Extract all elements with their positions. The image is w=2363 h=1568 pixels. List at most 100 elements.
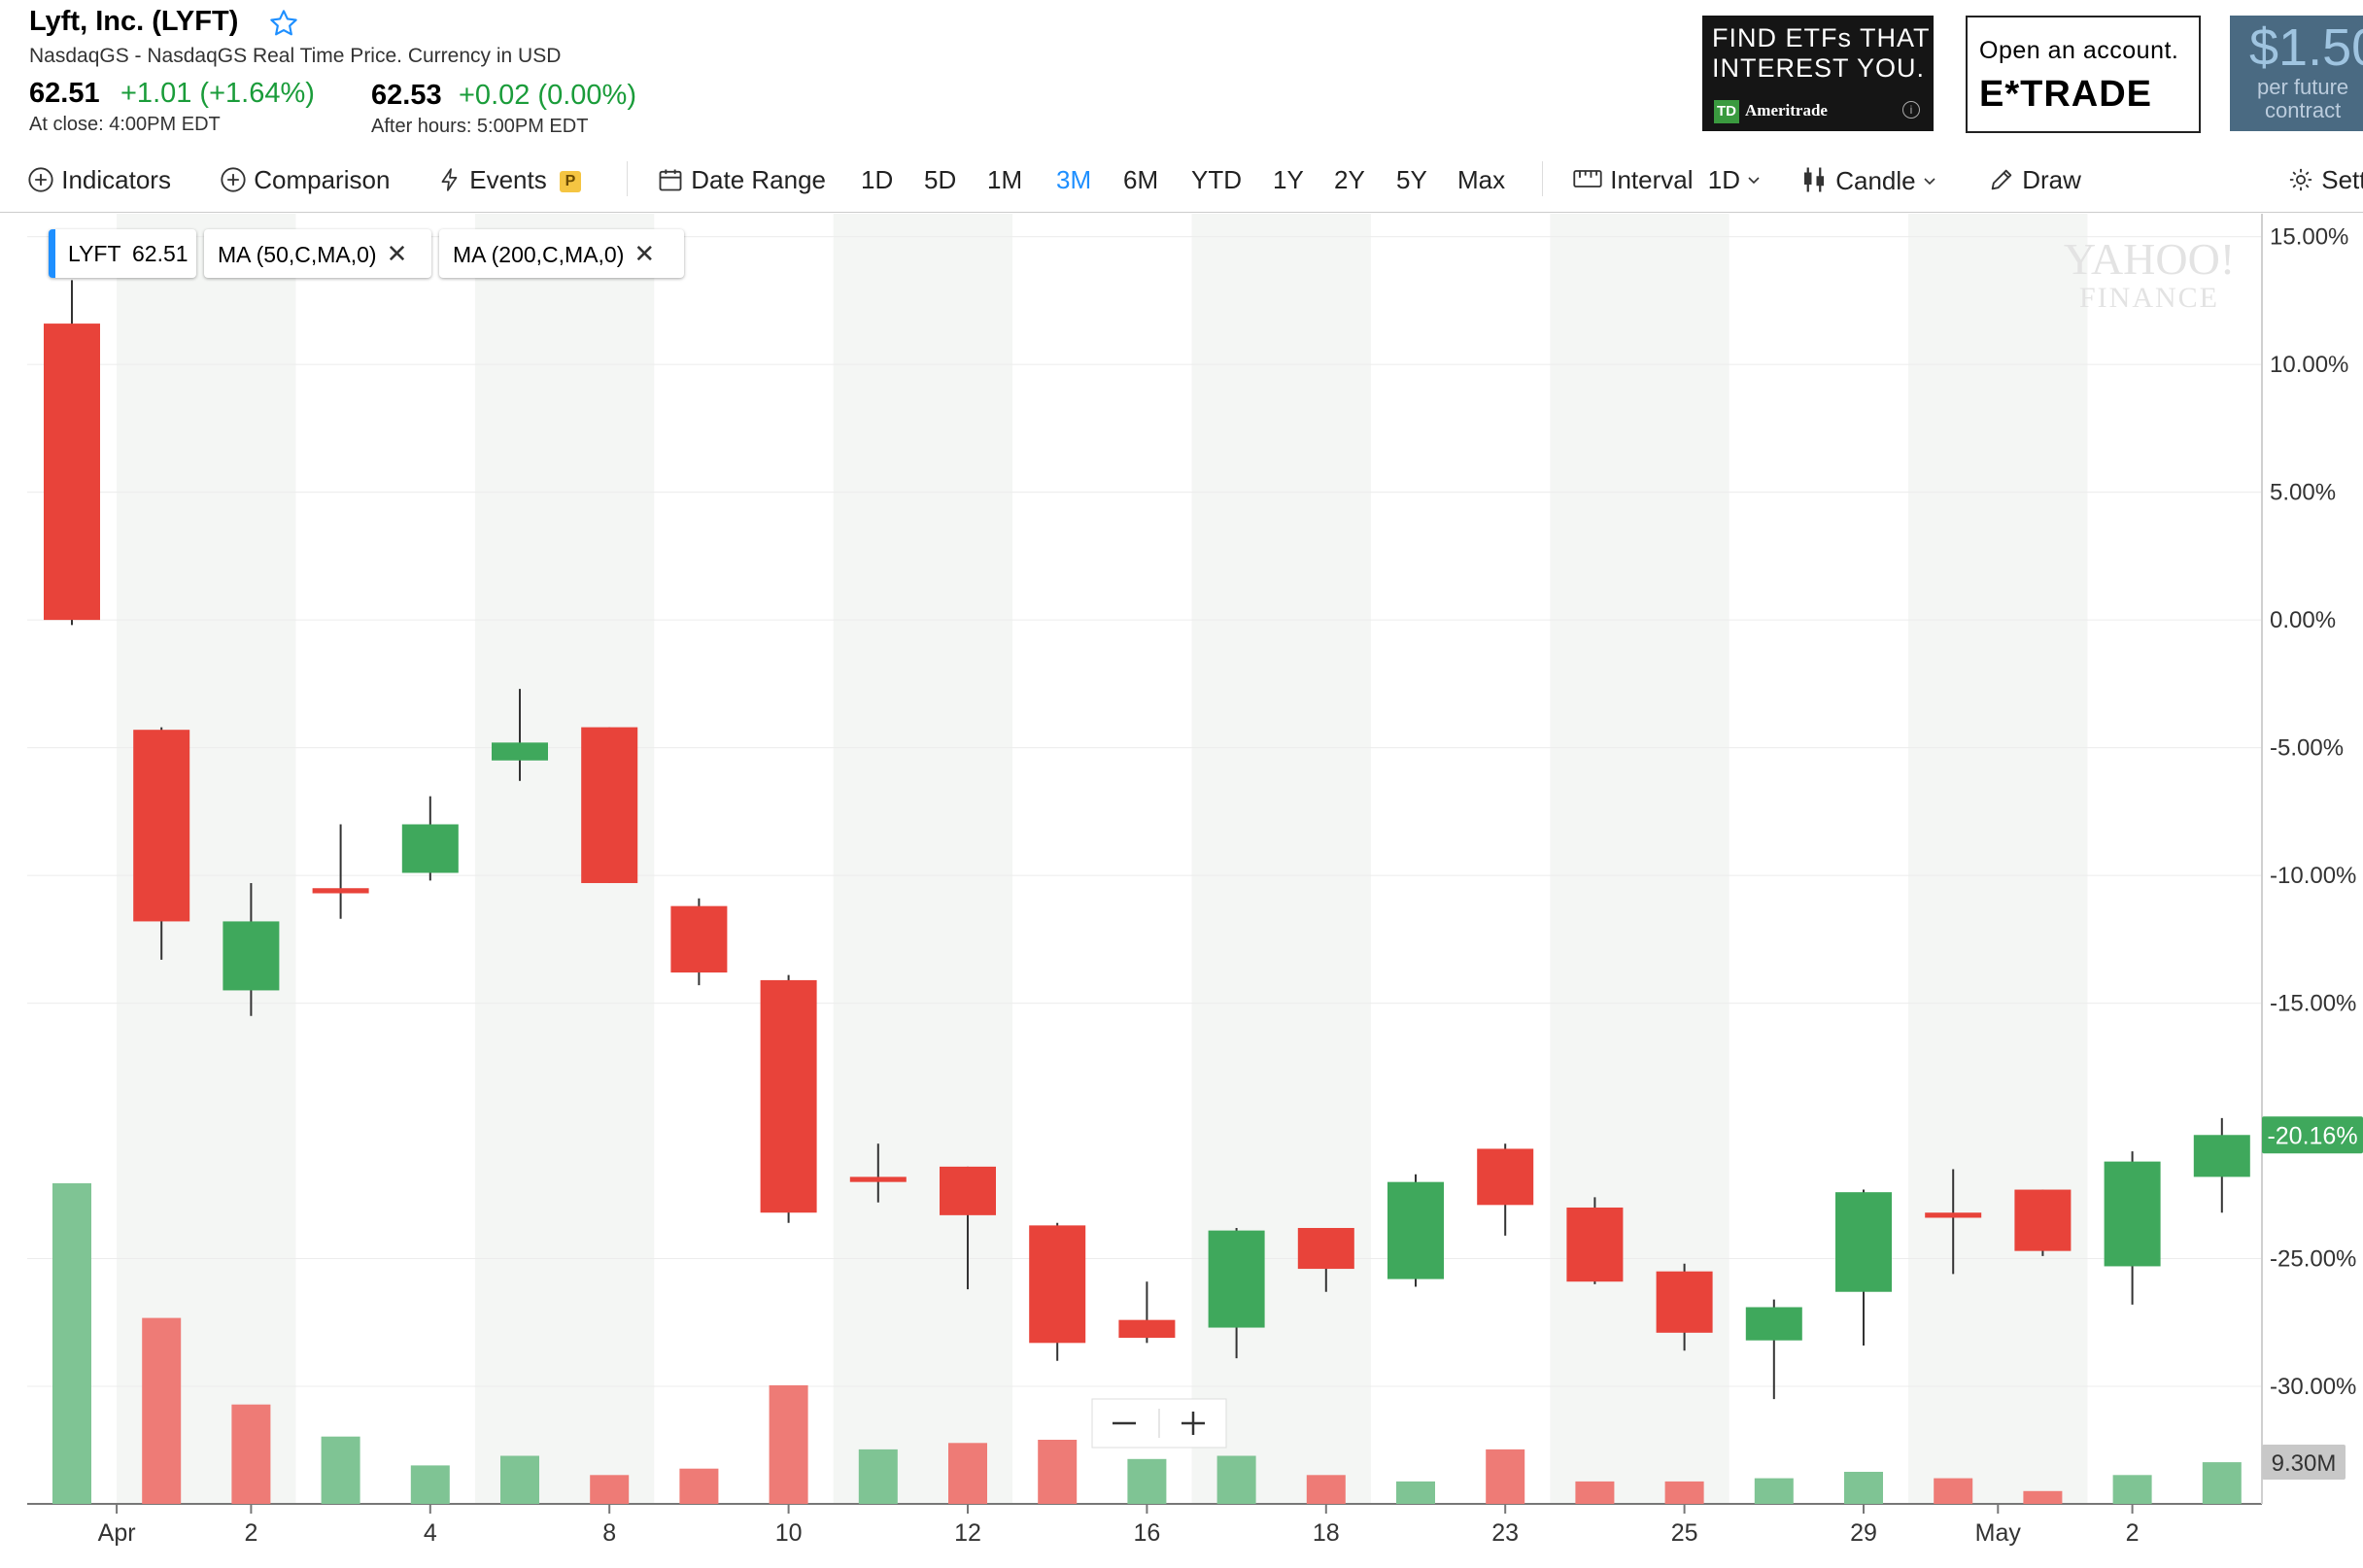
volume-bar xyxy=(858,1449,898,1504)
info-icon[interactable]: i xyxy=(1902,101,1920,119)
volume-bar xyxy=(1486,1449,1525,1504)
candle[interactable] xyxy=(1745,1299,1802,1400)
range-1d[interactable]: 1D xyxy=(861,165,894,194)
chart-type-button[interactable]: Candle xyxy=(1799,165,1936,196)
legend-chip-lyft[interactable]: LYFT 62.51 xyxy=(49,229,196,278)
candle-body xyxy=(1029,1225,1086,1344)
date-range-button[interactable]: Date Range xyxy=(657,165,826,195)
zoom-in-button[interactable] xyxy=(1159,1399,1226,1448)
volume-bar xyxy=(2112,1475,2152,1504)
x-tick-label: 25 xyxy=(1671,1519,1698,1547)
toolbar-divider xyxy=(1542,161,1543,196)
ad-etrade-line1: Open an account. xyxy=(1979,37,2179,64)
candle[interactable] xyxy=(940,1166,996,1290)
toolbar-divider xyxy=(627,161,628,196)
after-hours-price: 62.53 xyxy=(371,80,442,111)
ad-td-ameritrade[interactable]: FIND ETFs THAT INTEREST YOU. TD Ameritrad… xyxy=(1702,16,1934,131)
candle[interactable] xyxy=(312,824,369,919)
events-button[interactable]: Events P xyxy=(437,165,581,195)
volume-label: 9.30M xyxy=(2272,1450,2337,1477)
candle-body xyxy=(1297,1227,1354,1270)
y-tick-label: -30.00% xyxy=(2270,1374,2356,1400)
y-tick-label: -15.00% xyxy=(2270,991,2356,1017)
candle[interactable] xyxy=(44,280,100,626)
volume-bar xyxy=(1934,1478,1973,1504)
settings-label: Settings xyxy=(2321,165,2363,194)
range-1y[interactable]: 1Y xyxy=(1273,165,1304,194)
candle[interactable] xyxy=(1297,1227,1354,1292)
candle[interactable] xyxy=(1029,1222,1086,1361)
close-icon[interactable]: ✕ xyxy=(386,239,408,268)
volume-bar xyxy=(410,1465,450,1504)
star-icon[interactable] xyxy=(268,8,299,44)
candle-body xyxy=(1477,1148,1534,1206)
candle[interactable] xyxy=(581,727,638,883)
time-band xyxy=(833,214,1013,1504)
ad-etrade-brand: E*TRADE xyxy=(1979,74,2153,115)
candle-body xyxy=(1925,1212,1982,1218)
candle[interactable] xyxy=(492,689,548,781)
close-change: +1.01 (+1.64%) xyxy=(120,78,315,109)
candle[interactable] xyxy=(849,1143,907,1203)
legend-chip-ma200[interactable]: MA (200,C,MA,0) ✕ xyxy=(439,229,684,278)
candle-body xyxy=(133,730,190,922)
ad-futures-line3: contract xyxy=(2264,98,2342,122)
candle-body xyxy=(1387,1181,1444,1279)
after-hours-label: After hours: 5:00PM EDT xyxy=(371,116,589,137)
volume-bar xyxy=(231,1404,271,1504)
candle[interactable] xyxy=(1566,1197,1624,1284)
candle[interactable] xyxy=(1477,1143,1534,1236)
ad-etrade[interactable]: Open an account. E*TRADE xyxy=(1966,16,2201,133)
x-tick-label: 8 xyxy=(602,1519,616,1547)
candle-body xyxy=(1835,1192,1892,1292)
zoom-out-button[interactable] xyxy=(1092,1399,1159,1448)
range-2y[interactable]: 2Y xyxy=(1334,165,1365,194)
volume-bar xyxy=(679,1468,719,1504)
candle[interactable] xyxy=(670,898,728,986)
series-color-marker xyxy=(49,229,55,278)
yahoo-finance-watermark: YAHOO! FINANCE xyxy=(2064,234,2235,314)
range-ytd[interactable]: YTD xyxy=(1191,165,1242,194)
zoom-control xyxy=(1091,1398,1227,1449)
range-5d[interactable]: 5D xyxy=(924,165,957,194)
candle[interactable] xyxy=(2104,1151,2161,1305)
chevron-down-icon xyxy=(1748,177,1760,185)
draw-button[interactable]: Draw xyxy=(1988,165,2081,195)
candle-body xyxy=(223,921,280,991)
interval-button[interactable]: Interval 1D xyxy=(1572,165,1761,195)
volume-bar xyxy=(2023,1490,2063,1504)
legend-chip-ma50[interactable]: MA (50,C,MA,0) ✕ xyxy=(204,229,431,278)
range-5y[interactable]: 5Y xyxy=(1396,165,1427,194)
candle[interactable] xyxy=(1118,1281,1176,1344)
candle[interactable] xyxy=(401,796,459,881)
comparison-button[interactable]: Comparison xyxy=(220,165,390,195)
candle[interactable] xyxy=(2193,1117,2250,1213)
candle-body xyxy=(492,742,548,761)
candle[interactable] xyxy=(1387,1174,1444,1287)
candle[interactable] xyxy=(1656,1263,1713,1351)
candle[interactable] xyxy=(223,882,280,1016)
range-6m[interactable]: 6M xyxy=(1123,165,1159,194)
candle[interactable] xyxy=(1208,1227,1265,1359)
candle[interactable] xyxy=(2014,1189,2072,1256)
candle-body xyxy=(401,824,459,873)
indicators-button[interactable]: Indicators xyxy=(27,165,171,195)
settings-button[interactable]: Settings xyxy=(2287,165,2363,195)
candle[interactable] xyxy=(1925,1169,1982,1275)
draw-label: Draw xyxy=(2022,165,2081,194)
range-max[interactable]: Max xyxy=(1457,165,1506,194)
pencil-icon xyxy=(1991,169,2012,190)
range-1m[interactable]: 1M xyxy=(987,165,1023,194)
close-icon[interactable]: ✕ xyxy=(634,239,656,268)
candle[interactable] xyxy=(760,974,817,1223)
candle[interactable] xyxy=(133,727,190,960)
x-tick-label: Apr xyxy=(98,1519,136,1547)
candle-body xyxy=(581,727,638,883)
range-3m[interactable]: 3M xyxy=(1056,165,1092,194)
candle[interactable] xyxy=(1835,1189,1892,1346)
exchange-info: NasdaqGS - NasdaqGS Real Time Price. Cur… xyxy=(29,45,562,67)
close-price: 62.51 xyxy=(29,78,100,109)
legend-symbol-value: 62.51 xyxy=(132,241,188,266)
